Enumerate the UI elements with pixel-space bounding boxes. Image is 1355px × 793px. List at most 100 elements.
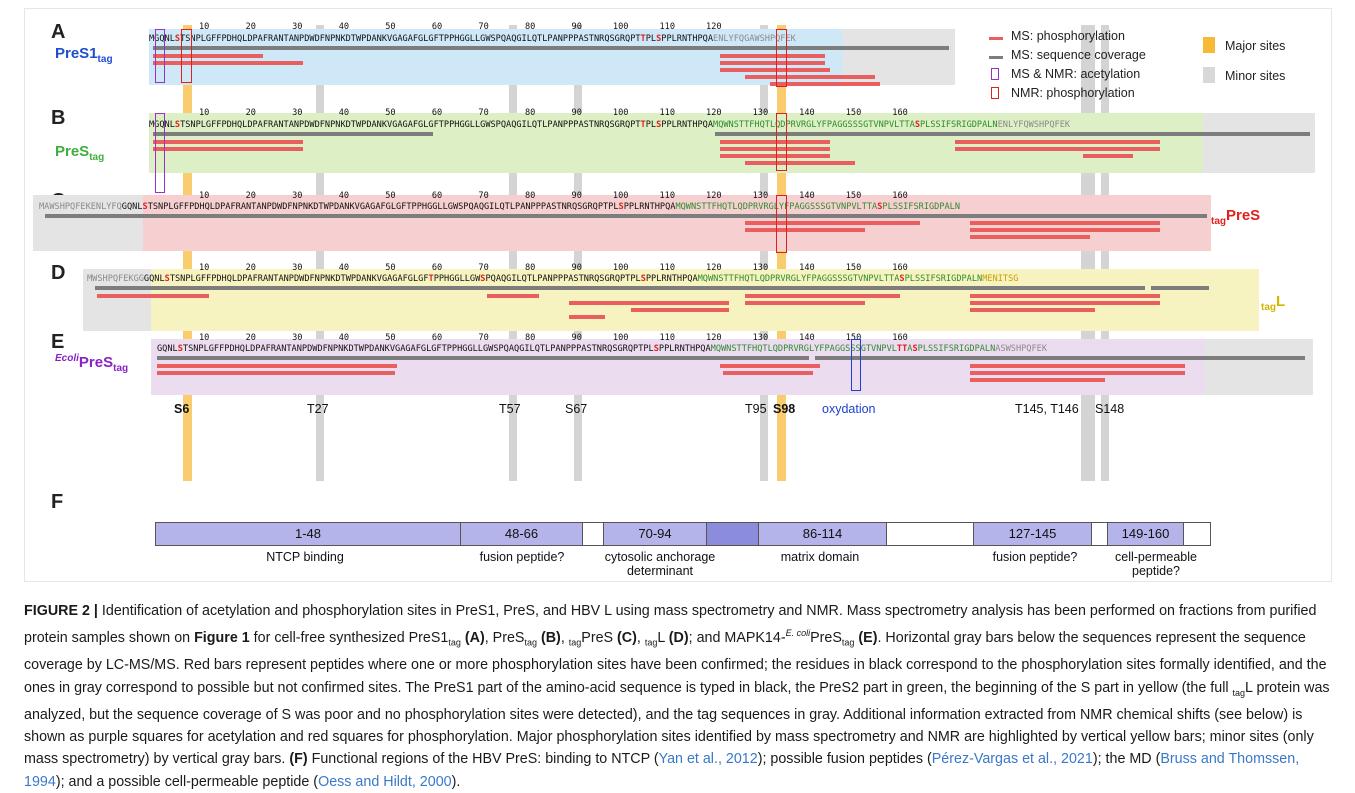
citation-bruss-1994[interactable]: Bruss and Thomssen, 1994 bbox=[24, 751, 1300, 790]
region-label-cell-permeable: cell-permeable peptide? bbox=[1115, 550, 1197, 578]
phospho-peptide-bar bbox=[970, 364, 1185, 368]
coverage-bar bbox=[95, 286, 1145, 290]
panel-label-b: PreStag bbox=[55, 143, 105, 163]
region-label-fusion-2: fusion peptide? bbox=[992, 550, 1078, 564]
ruler-c: 10 20 30 40 50 60 70 80 90 100 110 120 1… bbox=[199, 191, 908, 201]
panel-d-background bbox=[151, 269, 1259, 331]
oxidation-box bbox=[851, 339, 861, 391]
region-gap-3 bbox=[1091, 522, 1108, 546]
region-end bbox=[1183, 522, 1211, 546]
phospho-peptide-bar bbox=[970, 378, 1105, 382]
sequence-d: MWSHPQFEKGGGQNLSTSNPLGFFPDHQLDPAFRANTANP… bbox=[87, 274, 1019, 284]
phospho-peptide-bar bbox=[745, 228, 865, 232]
region-1-48: 1-48 bbox=[155, 522, 461, 546]
caption-figure-label: FIGURE 2 | bbox=[24, 603, 98, 619]
region-label-matrix: matrix domain bbox=[780, 550, 860, 564]
region-label-fusion-1: fusion peptide? bbox=[479, 550, 565, 564]
site-label-t95: T95 bbox=[745, 402, 767, 416]
phospho-peptide-bar bbox=[745, 221, 920, 225]
ruler-a: 10 20 30 40 50 60 70 80 90 100 110 120 bbox=[199, 22, 722, 32]
nmr-phospho-box bbox=[776, 269, 785, 331]
site-label-s6: S6 bbox=[174, 402, 190, 416]
phospho-peptide-bar bbox=[157, 371, 395, 375]
phospho-peptide-bar bbox=[720, 147, 830, 151]
nmr-phospho-box bbox=[776, 195, 787, 253]
phospho-peptide-bar bbox=[955, 140, 1160, 144]
acetylation-box bbox=[155, 113, 165, 193]
legend-label-nmr: NMR: phosphorylation bbox=[1011, 86, 1135, 100]
phospho-peptide-bar bbox=[970, 235, 1090, 239]
phospho-peptide-bar bbox=[970, 221, 1160, 225]
legend-label-phospho: MS: phosphorylation bbox=[1011, 29, 1125, 43]
ruler-b: 10 20 30 40 50 60 70 80 90 100 110 120 1… bbox=[199, 108, 908, 118]
coverage-bar bbox=[815, 356, 1305, 360]
region-48-66: 48-66 bbox=[460, 522, 583, 546]
coverage-bar bbox=[157, 356, 809, 360]
phospho-peptide-bar bbox=[955, 147, 1160, 151]
site-label-t27: T27 bbox=[307, 402, 329, 416]
caption-figure-1-link[interactable]: Figure 1 bbox=[194, 630, 250, 647]
site-label-s148: S148 bbox=[1095, 402, 1125, 416]
phospho-peptide-bar bbox=[723, 371, 813, 375]
region-127-145: 127-145 bbox=[973, 522, 1092, 546]
ruler-e: 10 20 30 40 50 60 70 80 90 100 110 120 1… bbox=[199, 333, 908, 343]
legend-label-minor: Minor sites bbox=[1225, 69, 1286, 83]
nmr-phospho-box bbox=[181, 29, 192, 83]
citation-oess-2000[interactable]: Oess and Hildt, 2000 bbox=[318, 773, 452, 790]
panel-label-e: EcoliPreStag bbox=[55, 353, 129, 374]
citation-yan-2012[interactable]: Yan et al., 2012 bbox=[658, 751, 758, 768]
phospho-peptide-bar bbox=[153, 54, 263, 58]
phospho-peptide-bar bbox=[720, 68, 830, 72]
site-label-t145-t146: T145, T146 bbox=[1015, 402, 1079, 416]
panel-label-a: PreS1tag bbox=[55, 45, 113, 65]
panel-letter-a: A bbox=[51, 21, 66, 43]
panel-letter-e: E bbox=[51, 331, 65, 353]
phospho-peptide-bar bbox=[153, 61, 303, 65]
phospho-peptide-bar bbox=[153, 147, 303, 151]
region-70-94: 70-94 bbox=[603, 522, 707, 546]
acetylation-box bbox=[155, 29, 165, 83]
phospho-peptide-bar bbox=[720, 154, 830, 158]
phospho-peptide-bar bbox=[569, 315, 605, 319]
phospho-peptide-bar bbox=[631, 308, 729, 312]
phospho-peptide-bar bbox=[745, 301, 865, 305]
sequence-b: MGQNLSTSNPLGFFPDHQLDPAFRANTANPDWDFNPNKDT… bbox=[149, 120, 1071, 130]
legend-swatch-nmr bbox=[991, 87, 999, 99]
region-gap-1 bbox=[582, 522, 604, 546]
sequence-e: GQNLSTSNPLGFFPDHQLDPAFRANTANPDWDFNPNKDTW… bbox=[157, 344, 1048, 354]
region-86-114: 86-114 bbox=[758, 522, 887, 546]
phospho-peptide-bar bbox=[970, 308, 1095, 312]
phospho-peptide-bar bbox=[720, 61, 825, 65]
citation-perez-vargas-2021[interactable]: Pérez-Vargas et al., 2021 bbox=[931, 751, 1093, 768]
phospho-peptide-bar bbox=[970, 371, 1185, 375]
legend-label-major: Major sites bbox=[1225, 39, 1286, 53]
coverage-bar bbox=[1151, 286, 1209, 290]
panel-label-d: tagL bbox=[1261, 293, 1286, 313]
coverage-bar bbox=[715, 132, 1310, 136]
phospho-peptide-bar bbox=[569, 301, 729, 305]
region-label-cytosolic: cytosolic anchorage determinant bbox=[604, 550, 716, 578]
ruler-d: 10 20 30 40 50 60 70 80 90 100 110 120 1… bbox=[199, 263, 908, 273]
site-label-t57: T57 bbox=[499, 402, 521, 416]
minor-site-bar-t27 bbox=[316, 25, 324, 481]
site-label-s98: S98 bbox=[773, 402, 796, 416]
region-overlap bbox=[706, 522, 759, 546]
minor-site-bar-t95 bbox=[760, 25, 768, 481]
panel-letter-f: F bbox=[51, 491, 64, 513]
phospho-peptide-bar bbox=[970, 228, 1160, 232]
phospho-peptide-bar bbox=[745, 161, 855, 165]
legend-swatch-minor bbox=[1203, 67, 1215, 83]
phospho-peptide-bar bbox=[770, 82, 880, 86]
coverage-bar bbox=[153, 132, 433, 136]
phospho-peptide-bar bbox=[720, 364, 820, 368]
phospho-peptide-bar bbox=[970, 301, 1160, 305]
phospho-peptide-bar bbox=[157, 364, 397, 368]
coverage-bar bbox=[153, 46, 949, 50]
phospho-peptide-bar bbox=[745, 75, 875, 79]
legend-label-coverage: MS: sequence coverage bbox=[1011, 48, 1146, 62]
phospho-peptide-bar bbox=[97, 294, 209, 298]
legend-swatch-acetyl bbox=[991, 68, 999, 80]
site-label-oxydation: oxydation bbox=[822, 402, 876, 416]
region-label-ntcp: NTCP binding bbox=[266, 550, 344, 564]
phospho-peptide-bar bbox=[720, 54, 825, 58]
